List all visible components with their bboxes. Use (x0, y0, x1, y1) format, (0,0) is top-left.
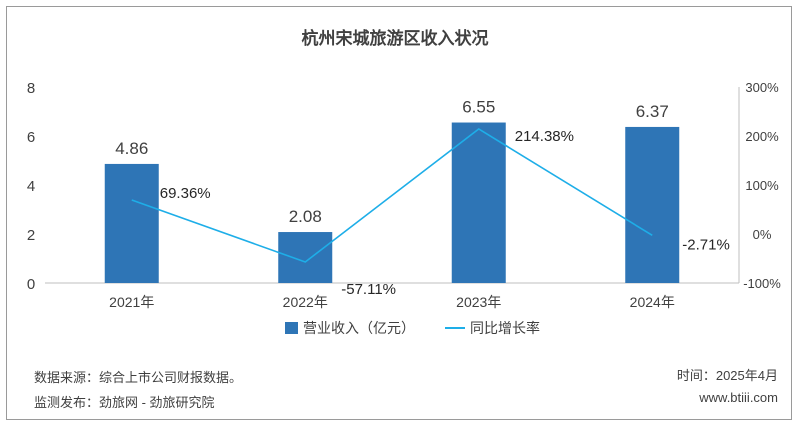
left-tick-label: 4 (27, 178, 35, 195)
right-tick-label: 200% (745, 129, 779, 144)
line-value-label: 69.36% (160, 185, 211, 202)
line-value-label: 214.38% (515, 128, 574, 145)
website-note: www.btiii.com (699, 390, 778, 405)
x-tick-label: 2023年 (456, 294, 501, 310)
right-tick-label: 300% (745, 80, 779, 95)
legend-bar-swatch (285, 322, 298, 334)
bar (104, 163, 159, 283)
left-tick-label: 2 (27, 227, 35, 244)
line-value-label: -2.71% (682, 236, 730, 253)
bar-value-label: 4.86 (115, 139, 148, 158)
source-note: 数据来源：综合上市公司财报数据。 (34, 370, 243, 385)
bar (625, 126, 680, 283)
date-note: 时间：2025年4月 (676, 368, 778, 383)
left-tick-label: 0 (27, 276, 35, 293)
right-tick-label: 100% (745, 178, 779, 193)
x-tick-label: 2022年 (283, 294, 328, 310)
left-tick-label: 8 (27, 80, 35, 97)
chart-title: 杭州宋城旅游区收入状况 (302, 28, 489, 48)
publisher-note: 监测发布：劲旅网 - 劲旅研究院 (34, 395, 215, 410)
legend-bar-label: 营业收入（亿元） (303, 320, 415, 336)
bar-value-label: 6.37 (636, 102, 669, 121)
bar-value-label: 2.08 (289, 207, 322, 226)
right-tick-label: -100% (743, 276, 781, 291)
bar (278, 232, 333, 283)
bar (451, 122, 506, 284)
left-tick-label: 6 (27, 129, 35, 146)
line-value-label: -57.11% (341, 281, 396, 298)
growth-line (131, 127, 653, 263)
x-tick-label: 2021年 (109, 294, 154, 310)
x-tick-label: 2024年 (630, 294, 675, 310)
bar-value-label: 6.55 (462, 98, 495, 117)
right-tick-label: 0% (753, 227, 772, 242)
legend-line-label: 同比增长率 (470, 320, 540, 336)
